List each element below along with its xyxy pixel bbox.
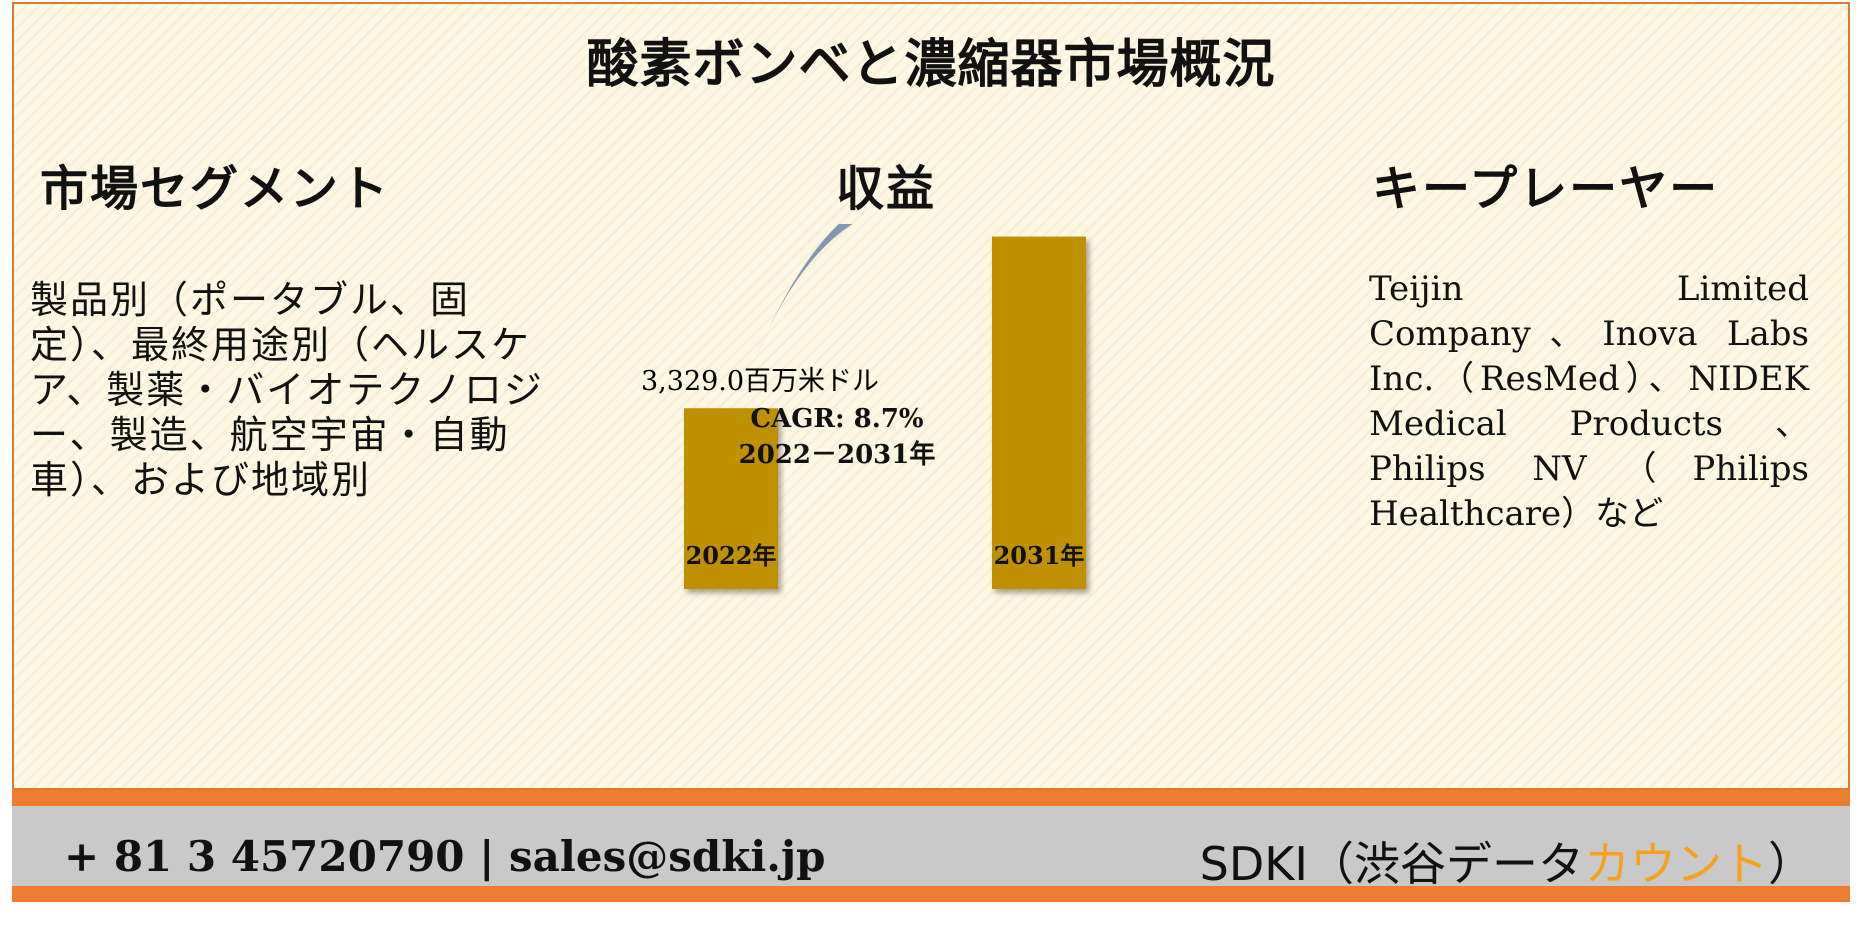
- brand-suffix: ）: [1768, 837, 1814, 891]
- cagr-label: CAGR: 8.7% 2022－2031年: [739, 404, 936, 470]
- bar-category-label-2: 2031年: [994, 541, 1085, 570]
- market-segment-heading: 市場セグメント: [40, 161, 391, 217]
- data-label-2022: 3,329.0百万米ドル: [641, 366, 879, 397]
- brand-prefix: SDKI（渋谷データ: [1199, 837, 1584, 891]
- page-title: 酸素ボンベと濃縮器市場概況: [586, 34, 1276, 95]
- footer-bar: + 81 3 45720790 | sales@sdki.jp SDKI（渋谷デ…: [12, 790, 1850, 902]
- key-players-heading: キープレーヤー: [1372, 161, 1720, 217]
- market-segment-text: 製品別（ポータブル、固定）、最終用途別（ヘルスケア、製薬・バイオテクノロジー、製…: [30, 278, 544, 502]
- bar-2: [992, 236, 1086, 589]
- revenue-chart: 2022年2031年3,329.0百万米ドル6,488.7百万米ドルCAGR: …: [641, 224, 1086, 589]
- bar-1: [684, 408, 778, 589]
- growth-arrow: [755, 224, 853, 361]
- contact-info: + 81 3 45720790 | sales@sdki.jp: [64, 832, 826, 881]
- brand-name: SDKI（渋谷データカウント）: [1200, 828, 1814, 894]
- bar-category-label-1: 2022年: [686, 541, 777, 570]
- brand-accent: カウント: [1584, 837, 1768, 891]
- key-players-text: Teijin Limited Company、Inova Labs Inc.（R…: [1369, 269, 1809, 534]
- main-panel: 酸素ボンベと濃縮器市場概況 市場セグメント 収益 キープレーヤー 製品別（ポータ…: [12, 2, 1850, 790]
- revenue-heading: 収益: [836, 161, 937, 217]
